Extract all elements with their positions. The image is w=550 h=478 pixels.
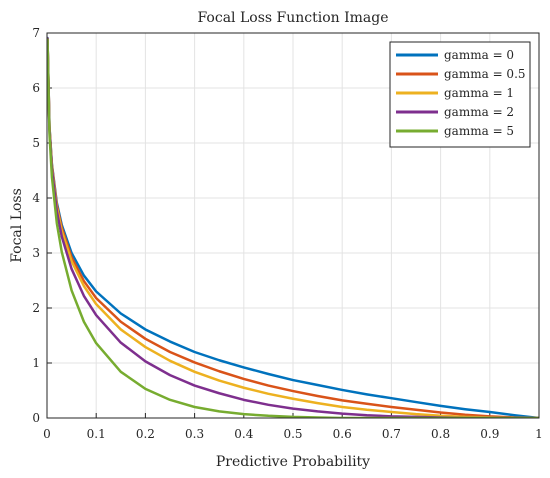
y-tick-label: 2 [32, 301, 40, 315]
y-tick-label: 4 [32, 191, 40, 205]
y-tick-label: 5 [32, 136, 40, 150]
legend: gamma = 0 gamma = 0.5 gamma = 1 gamma = 2 ga… [389, 41, 531, 148]
x-tick-label: 0.5 [283, 427, 302, 441]
legend-entry: gamma = 0 [444, 48, 514, 62]
legend-entry: gamma = 5 [444, 124, 514, 138]
x-tick-label: 0.9 [480, 427, 499, 441]
x-tick-label: 0.3 [185, 427, 204, 441]
plot-frame [46, 32, 540, 419]
y-tick-labels: 0 1 2 3 4 5 6 7 [32, 26, 40, 425]
y-tick-label: 3 [32, 246, 40, 260]
series-line-4 [47, 38, 539, 418]
y-tick-label: 0 [32, 411, 40, 425]
x-tick-label: 1 [535, 427, 543, 441]
x-tick-label: 0.4 [234, 427, 253, 441]
x-axis-label: Predictive Probability [216, 454, 370, 470]
y-tick-label: 1 [32, 356, 40, 370]
x-tick-label: 0.2 [136, 427, 155, 441]
y-tick-label: 6 [32, 81, 40, 95]
chart-title: Focal Loss Function Image [197, 10, 388, 26]
x-tick-label: 0.7 [382, 427, 401, 441]
series-lines [47, 36, 539, 418]
legend-entry: gamma = 2 [444, 105, 514, 119]
x-tick-labels: 0 0.1 0.2 0.3 0.4 0.5 0.6 0.7 0.8 0.9 1 [43, 427, 543, 441]
legend-entry: gamma = 1 [444, 86, 514, 100]
series-line-2 [47, 37, 539, 418]
x-tick-label: 0.8 [431, 427, 450, 441]
x-tick-label: 0.1 [87, 427, 106, 441]
legend-entry: gamma = 0.5 [444, 67, 526, 81]
y-axis-label: Focal Loss [9, 188, 25, 263]
x-tick-label: 0.6 [333, 427, 352, 441]
x-tick-label: 0 [43, 427, 51, 441]
y-tick-label: 7 [32, 26, 40, 40]
